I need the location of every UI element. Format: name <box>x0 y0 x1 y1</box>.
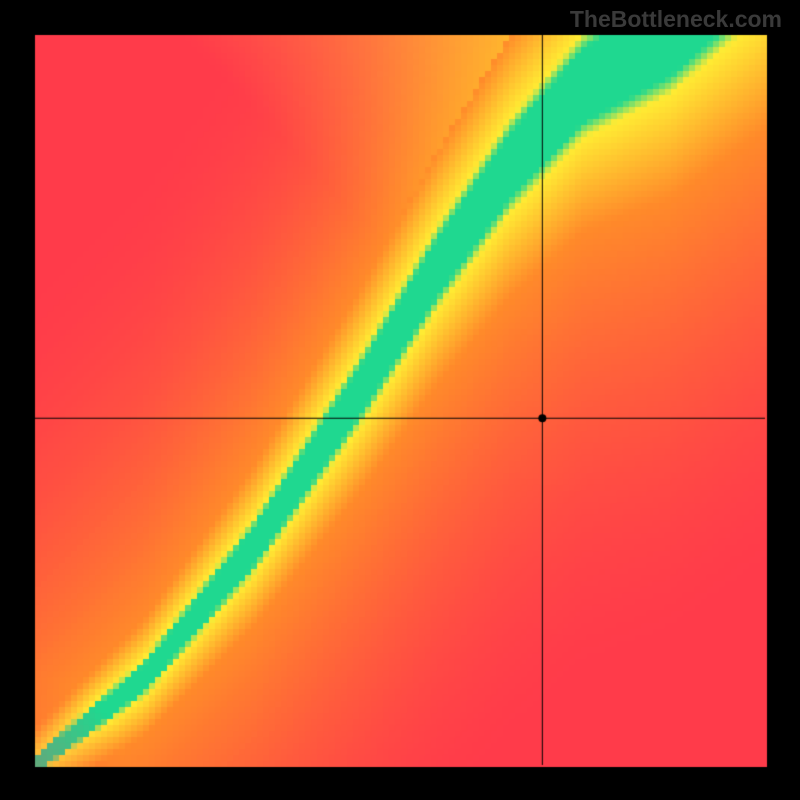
watermark-text: TheBottleneck.com <box>570 6 782 33</box>
bottleneck-heatmap <box>0 0 800 800</box>
chart-container: TheBottleneck.com <box>0 0 800 800</box>
